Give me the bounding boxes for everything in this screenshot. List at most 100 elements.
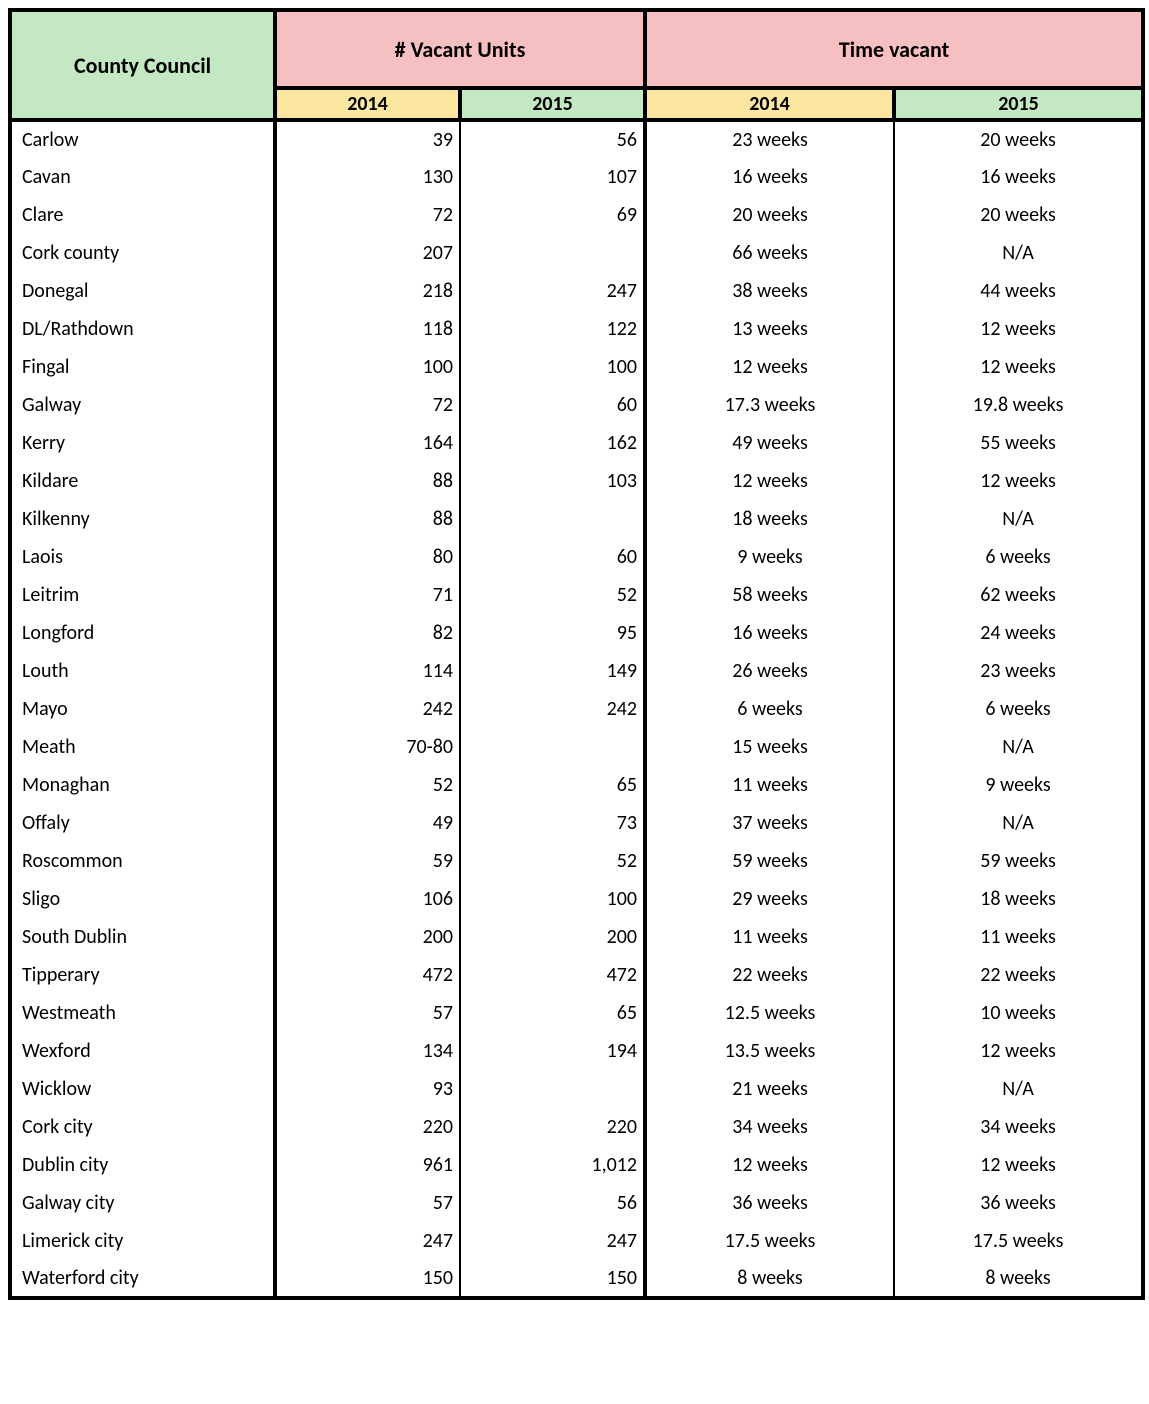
cell-county-name: Donegal	[10, 272, 275, 310]
cell-units-2014: 150	[275, 1260, 460, 1298]
cell-units-2015: 122	[460, 310, 645, 348]
cell-units-2015	[460, 728, 645, 766]
subheader-time-2014: 2014	[645, 88, 894, 120]
cell-time-2015: 11 weeks	[894, 918, 1143, 956]
table-row: Louth11414926 weeks23 weeks	[10, 652, 1143, 690]
cell-time-2014: 18 weeks	[645, 500, 894, 538]
cell-time-2015: 9 weeks	[894, 766, 1143, 804]
cell-units-2014: 88	[275, 500, 460, 538]
cell-county-name: Roscommon	[10, 842, 275, 880]
cell-time-2015: 12 weeks	[894, 1146, 1143, 1184]
table-row: Donegal21824738 weeks44 weeks	[10, 272, 1143, 310]
cell-county-name: Kerry	[10, 424, 275, 462]
table-row: Monaghan526511 weeks9 weeks	[10, 766, 1143, 804]
cell-time-2015: N/A	[894, 728, 1143, 766]
table-row: Wicklow9321 weeksN/A	[10, 1070, 1143, 1108]
cell-time-2014: 6 weeks	[645, 690, 894, 728]
cell-units-2015: 56	[460, 1184, 645, 1222]
cell-time-2014: 17.5 weeks	[645, 1222, 894, 1260]
cell-units-2015: 60	[460, 386, 645, 424]
cell-time-2015: N/A	[894, 804, 1143, 842]
cell-time-2015: N/A	[894, 1070, 1143, 1108]
cell-county-name: Dublin city	[10, 1146, 275, 1184]
cell-units-2014: 200	[275, 918, 460, 956]
cell-units-2015: 56	[460, 120, 645, 158]
cell-units-2015: 200	[460, 918, 645, 956]
table-row: Fingal10010012 weeks12 weeks	[10, 348, 1143, 386]
cell-units-2015: 107	[460, 158, 645, 196]
cell-county-name: Tipperary	[10, 956, 275, 994]
cell-county-name: Waterford city	[10, 1260, 275, 1298]
table-row: Kilkenny8818 weeksN/A	[10, 500, 1143, 538]
cell-time-2015: 19.8 weeks	[894, 386, 1143, 424]
cell-time-2015: 36 weeks	[894, 1184, 1143, 1222]
cell-time-2015: 23 weeks	[894, 652, 1143, 690]
cell-units-2015: 103	[460, 462, 645, 500]
table-row: Galway city575636 weeks36 weeks	[10, 1184, 1143, 1222]
table-row: DL/Rathdown11812213 weeks12 weeks	[10, 310, 1143, 348]
cell-units-2014: 130	[275, 158, 460, 196]
cell-units-2015: 242	[460, 690, 645, 728]
cell-time-2014: 11 weeks	[645, 918, 894, 956]
cell-time-2014: 17.3 weeks	[645, 386, 894, 424]
cell-time-2015: 12 weeks	[894, 1032, 1143, 1070]
cell-time-2015: 55 weeks	[894, 424, 1143, 462]
table-body: Carlow395623 weeks20 weeksCavan13010716 …	[10, 120, 1143, 1298]
cell-units-2014: 961	[275, 1146, 460, 1184]
cell-units-2014: 72	[275, 196, 460, 234]
cell-units-2014: 71	[275, 576, 460, 614]
cell-units-2014: 80	[275, 538, 460, 576]
cell-units-2014: 59	[275, 842, 460, 880]
table-row: Kerry16416249 weeks55 weeks	[10, 424, 1143, 462]
cell-units-2014: 134	[275, 1032, 460, 1070]
subheader-time-2015: 2015	[894, 88, 1143, 120]
cell-units-2015: 65	[460, 994, 645, 1032]
table-row: Cork city22022034 weeks34 weeks	[10, 1108, 1143, 1146]
cell-time-2014: 29 weeks	[645, 880, 894, 918]
cell-time-2014: 26 weeks	[645, 652, 894, 690]
cell-time-2014: 59 weeks	[645, 842, 894, 880]
cell-units-2014: 82	[275, 614, 460, 652]
cell-county-name: Louth	[10, 652, 275, 690]
cell-county-name: Cork county	[10, 234, 275, 272]
cell-units-2015: 52	[460, 576, 645, 614]
table-row: Sligo10610029 weeks18 weeks	[10, 880, 1143, 918]
cell-county-name: Monaghan	[10, 766, 275, 804]
cell-time-2014: 16 weeks	[645, 614, 894, 652]
cell-county-name: Kildare	[10, 462, 275, 500]
cell-units-2015: 220	[460, 1108, 645, 1146]
cell-units-2015	[460, 500, 645, 538]
table-row: South Dublin20020011 weeks11 weeks	[10, 918, 1143, 956]
cell-units-2014: 100	[275, 348, 460, 386]
cell-time-2015: 12 weeks	[894, 462, 1143, 500]
table-row: Offaly497337 weeksN/A	[10, 804, 1143, 842]
cell-time-2014: 21 weeks	[645, 1070, 894, 1108]
table-row: Longford829516 weeks24 weeks	[10, 614, 1143, 652]
cell-county-name: Offaly	[10, 804, 275, 842]
cell-time-2015: 44 weeks	[894, 272, 1143, 310]
cell-time-2015: 22 weeks	[894, 956, 1143, 994]
cell-time-2014: 49 weeks	[645, 424, 894, 462]
table-header: County Council # Vacant Units Time vacan…	[10, 10, 1143, 120]
table-row: Galway726017.3 weeks19.8 weeks	[10, 386, 1143, 424]
cell-time-2015: N/A	[894, 234, 1143, 272]
cell-units-2015: 162	[460, 424, 645, 462]
cell-units-2015: 100	[460, 348, 645, 386]
cell-county-name: Wicklow	[10, 1070, 275, 1108]
cell-units-2015: 472	[460, 956, 645, 994]
cell-units-2014: 39	[275, 120, 460, 158]
table-row: Mayo2422426 weeks6 weeks	[10, 690, 1143, 728]
cell-units-2014: 207	[275, 234, 460, 272]
cell-time-2015: 6 weeks	[894, 690, 1143, 728]
cell-units-2015: 100	[460, 880, 645, 918]
cell-county-name: Laois	[10, 538, 275, 576]
cell-units-2015: 194	[460, 1032, 645, 1070]
cell-units-2014: 164	[275, 424, 460, 462]
subheader-units-2015: 2015	[460, 88, 645, 120]
cell-time-2015: 6 weeks	[894, 538, 1143, 576]
cell-time-2015: 10 weeks	[894, 994, 1143, 1032]
cell-units-2015: 69	[460, 196, 645, 234]
header-time-vacant: Time vacant	[645, 10, 1143, 88]
cell-units-2014: 106	[275, 880, 460, 918]
cell-time-2015: 34 weeks	[894, 1108, 1143, 1146]
